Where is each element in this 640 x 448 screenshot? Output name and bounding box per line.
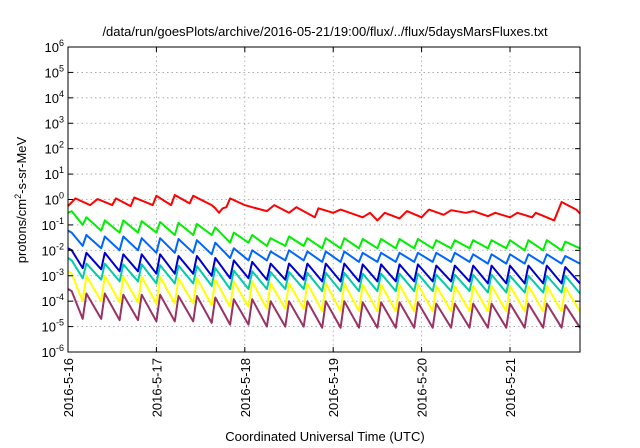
y-tick-base: 10 — [42, 243, 56, 258]
series-line-1 — [67, 194, 581, 222]
y-tick-label: 10-6 — [42, 343, 64, 360]
y-tick-base: 10 — [45, 142, 59, 157]
y-tick-exponent: 6 — [59, 38, 64, 48]
y-tick-label: 103 — [45, 114, 64, 131]
series-line-7 — [67, 288, 581, 329]
series-line-6 — [67, 270, 581, 313]
x-tick-label: 2016-5-20 — [415, 358, 430, 417]
series-line-4 — [67, 247, 581, 285]
y-tick-base: 10 — [45, 116, 59, 131]
y-tick-exponent: 3 — [59, 114, 64, 124]
y-tick-label: 10-4 — [42, 292, 64, 309]
grid-lines — [68, 47, 580, 352]
series-line-3 — [67, 229, 581, 265]
y-axis-title-main: protons/cm — [14, 199, 29, 263]
y-tick-label: 102 — [45, 140, 64, 157]
y-tick-label: 10-2 — [42, 241, 64, 258]
y-axis-title: protons/cm2-s-sr-MeV — [13, 136, 29, 263]
y-tick-base: 10 — [45, 91, 59, 106]
y-tick-exponent: -5 — [56, 318, 64, 328]
series-line-5 — [67, 257, 581, 295]
series-layer — [67, 194, 581, 329]
series-line-2 — [67, 210, 581, 252]
y-tick-label: 10-1 — [42, 216, 64, 233]
y-tick-label: 104 — [45, 89, 64, 106]
x-tick-label: 2016-5-21 — [503, 358, 518, 417]
y-tick-base: 10 — [42, 294, 56, 309]
chart-title: /data/run/goesPlots/archive/2016-05-21/1… — [102, 24, 548, 39]
x-tick-label: 2016-5-17 — [149, 358, 164, 417]
y-axis-title-sup: 2 — [13, 194, 23, 199]
x-axis-title: Coordinated Universal Time (UTC) — [225, 429, 424, 444]
y-tick-exponent: 4 — [59, 89, 64, 99]
y-tick-label: 101 — [45, 165, 64, 182]
y-tick-label: 105 — [45, 63, 64, 80]
x-axis: 2016-5-16 2016-5-17 2016-5-18 2016-5-19 2016… — [61, 47, 518, 417]
y-axis-title-rest: -s-sr-MeV — [14, 136, 29, 193]
y-tick-exponent: 1 — [59, 165, 64, 175]
y-tick-label: 10-3 — [42, 267, 64, 284]
y-tick-exponent: -4 — [56, 292, 64, 302]
x-tick-label: 2016-5-16 — [61, 358, 76, 417]
y-tick-exponent: -1 — [56, 216, 64, 226]
y-tick-exponent: 2 — [59, 140, 64, 150]
y-tick-base: 10 — [45, 167, 59, 182]
y-tick-base: 10 — [45, 193, 59, 208]
x-tick-label: 2016-5-19 — [326, 358, 341, 417]
y-tick-label: 10-5 — [42, 318, 64, 335]
y-tick-base: 10 — [42, 218, 56, 233]
y-tick-exponent: -6 — [56, 343, 64, 353]
x-tick-label: 2016-5-18 — [238, 358, 253, 417]
y-tick-base: 10 — [45, 65, 59, 80]
y-tick-label: 106 — [45, 38, 64, 55]
y-axis: 10-610-510-410-310-210-11001011021031041… — [42, 38, 580, 360]
y-tick-exponent: 5 — [59, 63, 64, 73]
y-tick-label: 100 — [45, 191, 64, 208]
y-tick-base: 10 — [42, 320, 56, 335]
y-tick-base: 10 — [45, 40, 59, 55]
y-tick-exponent: 0 — [59, 191, 64, 201]
y-tick-exponent: -2 — [56, 241, 64, 251]
y-tick-base: 10 — [42, 345, 56, 360]
y-tick-base: 10 — [42, 269, 56, 284]
y-tick-exponent: -3 — [56, 267, 64, 277]
